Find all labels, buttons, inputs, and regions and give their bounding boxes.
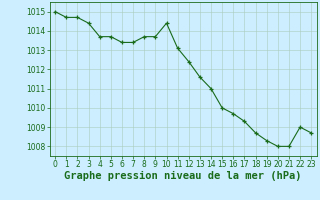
X-axis label: Graphe pression niveau de la mer (hPa): Graphe pression niveau de la mer (hPa) (64, 171, 302, 181)
